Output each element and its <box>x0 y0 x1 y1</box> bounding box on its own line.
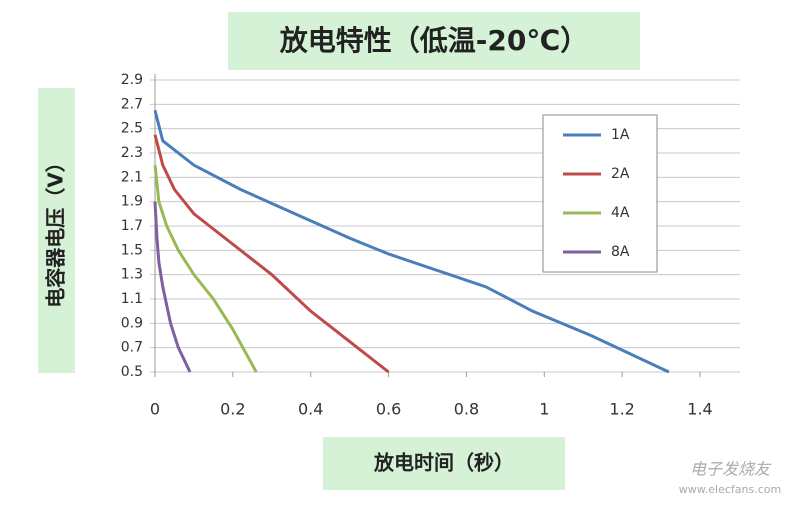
x-tick-label: 0 <box>150 400 160 419</box>
legend-label: 2A <box>611 166 630 182</box>
x-tick-label: 0.2 <box>220 400 245 419</box>
x-tick-label: 1 <box>539 400 549 419</box>
watermark-url: www.elecfans.com <box>679 483 781 496</box>
y-tick-label: 0.7 <box>121 340 143 356</box>
y-axis-label: 电容器电压（V） <box>44 152 68 307</box>
y-tick-label: 1.9 <box>121 194 143 210</box>
legend-box <box>542 114 658 273</box>
y-tick-label: 2.9 <box>121 72 143 88</box>
x-tick-label: 0.8 <box>454 400 479 419</box>
x-tick-label: 0.6 <box>376 400 401 419</box>
y-label-box <box>38 88 75 373</box>
y-tick-label: 1.5 <box>121 242 143 258</box>
x-axis-label: 放电时间（秒） <box>373 451 514 475</box>
legend-label: 8A <box>611 244 630 260</box>
series-line <box>153 134 390 374</box>
series-line <box>153 165 258 373</box>
y-tick-label: 1.7 <box>121 218 143 234</box>
y-tick-label: 1.1 <box>121 291 143 307</box>
chart-title: 放电特性（低温-20℃） <box>279 24 589 57</box>
x-label-box <box>323 437 565 490</box>
series-line <box>153 201 192 373</box>
y-tick-label: 2.7 <box>121 96 143 112</box>
y-tick-label: 2.1 <box>121 169 143 185</box>
y-tick-label: 2.3 <box>121 145 143 161</box>
y-tick-label: 1.3 <box>121 267 143 283</box>
x-tick-label: 1.4 <box>687 400 712 419</box>
watermark-brand: 电子发烧友 <box>690 460 772 479</box>
legend-label: 4A <box>611 205 630 221</box>
y-tick-label: 2.5 <box>121 121 143 137</box>
y-tick-label: 0.9 <box>121 315 143 331</box>
x-tick-label: 0.4 <box>298 400 323 419</box>
x-tick-label: 1.2 <box>609 400 634 419</box>
legend-label: 1A <box>611 127 630 143</box>
y-tick-label: 0.5 <box>121 364 143 380</box>
series-line <box>153 110 670 374</box>
title-box <box>228 12 640 70</box>
